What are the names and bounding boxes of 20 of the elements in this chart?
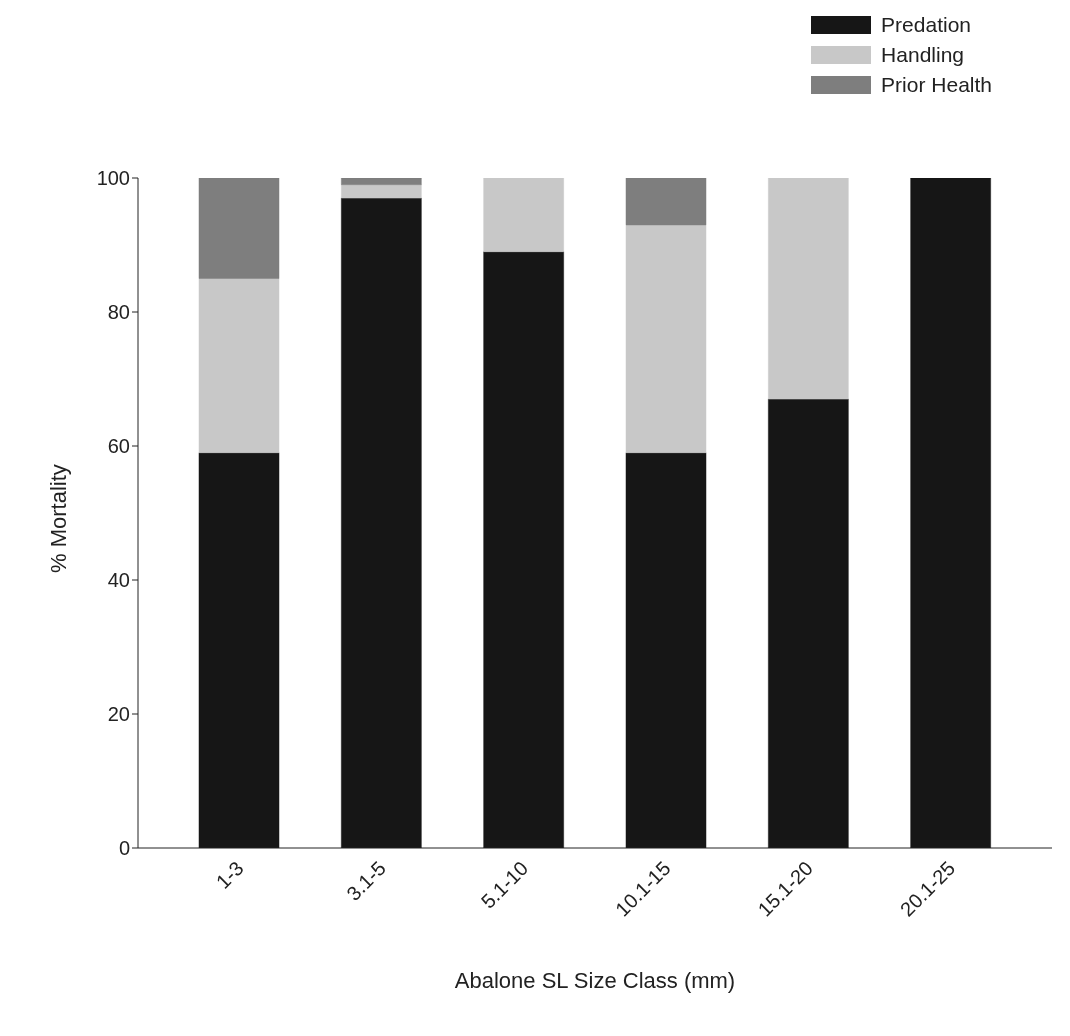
y-tick-label: 0 (118, 837, 130, 860)
y-axis-title: % Mortality (45, 464, 71, 573)
bar (768, 178, 849, 400)
bar (483, 178, 564, 252)
bar (341, 178, 422, 185)
legend-label: Prior Health (881, 73, 992, 97)
y-tick-label: 100 (96, 167, 130, 190)
bar (341, 184, 422, 199)
bar (198, 178, 280, 279)
y-tick-label: 20 (107, 703, 130, 726)
y-tick-label: 80 (107, 301, 130, 324)
y-tick-label: 40 (107, 569, 130, 592)
x-axis-title: Abalone SL Size Class (mm) (454, 968, 736, 993)
legend-label: Predation (881, 13, 972, 37)
bar (198, 278, 280, 453)
y-tick-label: 60 (107, 435, 130, 458)
bar (625, 178, 707, 226)
bar (625, 224, 707, 453)
x-tick-label: 1-3 (211, 856, 248, 893)
legend-label: Handling (881, 43, 965, 67)
